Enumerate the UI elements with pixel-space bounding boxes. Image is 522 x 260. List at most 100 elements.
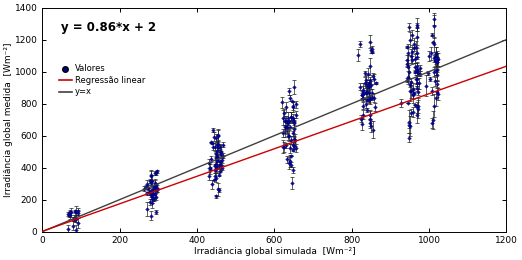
Point — [409, 110, 417, 114]
Point — [428, 121, 436, 125]
Point — [397, 101, 405, 105]
Point — [366, 78, 375, 82]
Point — [410, 91, 418, 95]
Point — [409, 46, 418, 50]
Point — [428, 32, 436, 37]
Point — [430, 24, 438, 29]
Point — [213, 145, 222, 149]
Y-axis label: Irradiância global medida  [Wm⁻²]: Irradiância global medida [Wm⁻²] — [4, 42, 13, 197]
X-axis label: Irradiância global simulada  [Wm⁻²]: Irradiância global simulada [Wm⁻²] — [194, 247, 355, 256]
Point — [354, 53, 362, 57]
Point — [147, 173, 155, 178]
Point — [286, 96, 294, 100]
Point — [290, 144, 298, 148]
Point — [289, 148, 298, 152]
Point — [69, 217, 78, 221]
Point — [150, 186, 159, 190]
Point — [404, 75, 412, 79]
Point — [365, 40, 374, 44]
Point — [290, 85, 298, 89]
Point — [213, 155, 221, 159]
Point — [432, 54, 440, 58]
Point — [356, 84, 364, 89]
Point — [433, 73, 442, 77]
Point — [365, 81, 373, 85]
Point — [217, 151, 225, 155]
Point — [152, 170, 161, 174]
Point — [216, 145, 224, 149]
Point — [282, 157, 291, 161]
Point — [365, 97, 374, 101]
Point — [433, 57, 442, 61]
Point — [145, 190, 153, 194]
Point — [144, 186, 152, 190]
Point — [410, 70, 419, 74]
Point — [281, 119, 289, 123]
Point — [279, 131, 288, 135]
Point — [431, 55, 440, 59]
Point — [431, 59, 440, 63]
Point — [290, 120, 299, 125]
Point — [287, 115, 295, 119]
Point — [405, 25, 413, 29]
Point — [413, 35, 421, 39]
Point — [430, 103, 438, 108]
Point — [362, 78, 370, 82]
Point — [212, 165, 221, 169]
Point — [74, 211, 82, 215]
Point — [363, 84, 371, 88]
Point — [72, 210, 80, 214]
Point — [414, 81, 423, 86]
Point — [212, 136, 221, 140]
Point — [212, 167, 220, 171]
Point — [412, 64, 421, 68]
Point — [412, 81, 421, 85]
Point — [412, 105, 421, 109]
Point — [217, 150, 226, 154]
Point — [212, 156, 221, 160]
Point — [432, 51, 440, 55]
Point — [362, 102, 371, 106]
Point — [289, 131, 297, 135]
Point — [357, 116, 365, 121]
Point — [151, 171, 160, 176]
Point — [67, 210, 75, 214]
Point — [211, 152, 220, 157]
Point — [367, 50, 376, 54]
Point — [365, 98, 373, 102]
Point — [144, 191, 152, 196]
Point — [371, 105, 379, 109]
Point — [368, 96, 376, 100]
Point — [430, 17, 438, 21]
Point — [151, 184, 159, 188]
Point — [146, 200, 155, 204]
Legend: Valores, Regressão linear, y=x: Valores, Regressão linear, y=x — [56, 61, 149, 100]
Point — [152, 182, 161, 186]
Point — [289, 121, 298, 125]
Point — [150, 192, 158, 196]
Point — [148, 190, 156, 194]
Point — [407, 89, 415, 94]
Point — [207, 157, 216, 161]
Point — [289, 118, 298, 122]
Text: y = 0.86*x + 2: y = 0.86*x + 2 — [61, 21, 156, 34]
Point — [364, 84, 372, 88]
Point — [359, 95, 367, 100]
Point — [211, 145, 219, 149]
Point — [413, 77, 421, 81]
Point — [212, 158, 220, 162]
Point — [147, 193, 155, 197]
Point — [402, 62, 411, 66]
Point — [282, 119, 290, 123]
Point — [64, 227, 72, 231]
Point — [416, 66, 424, 70]
Point — [72, 209, 80, 213]
Point — [359, 113, 367, 117]
Point — [143, 207, 151, 211]
Point — [292, 113, 300, 117]
Point — [289, 116, 298, 120]
Point — [432, 96, 441, 100]
Point — [214, 142, 222, 146]
Point — [218, 157, 226, 161]
Point — [365, 85, 373, 89]
